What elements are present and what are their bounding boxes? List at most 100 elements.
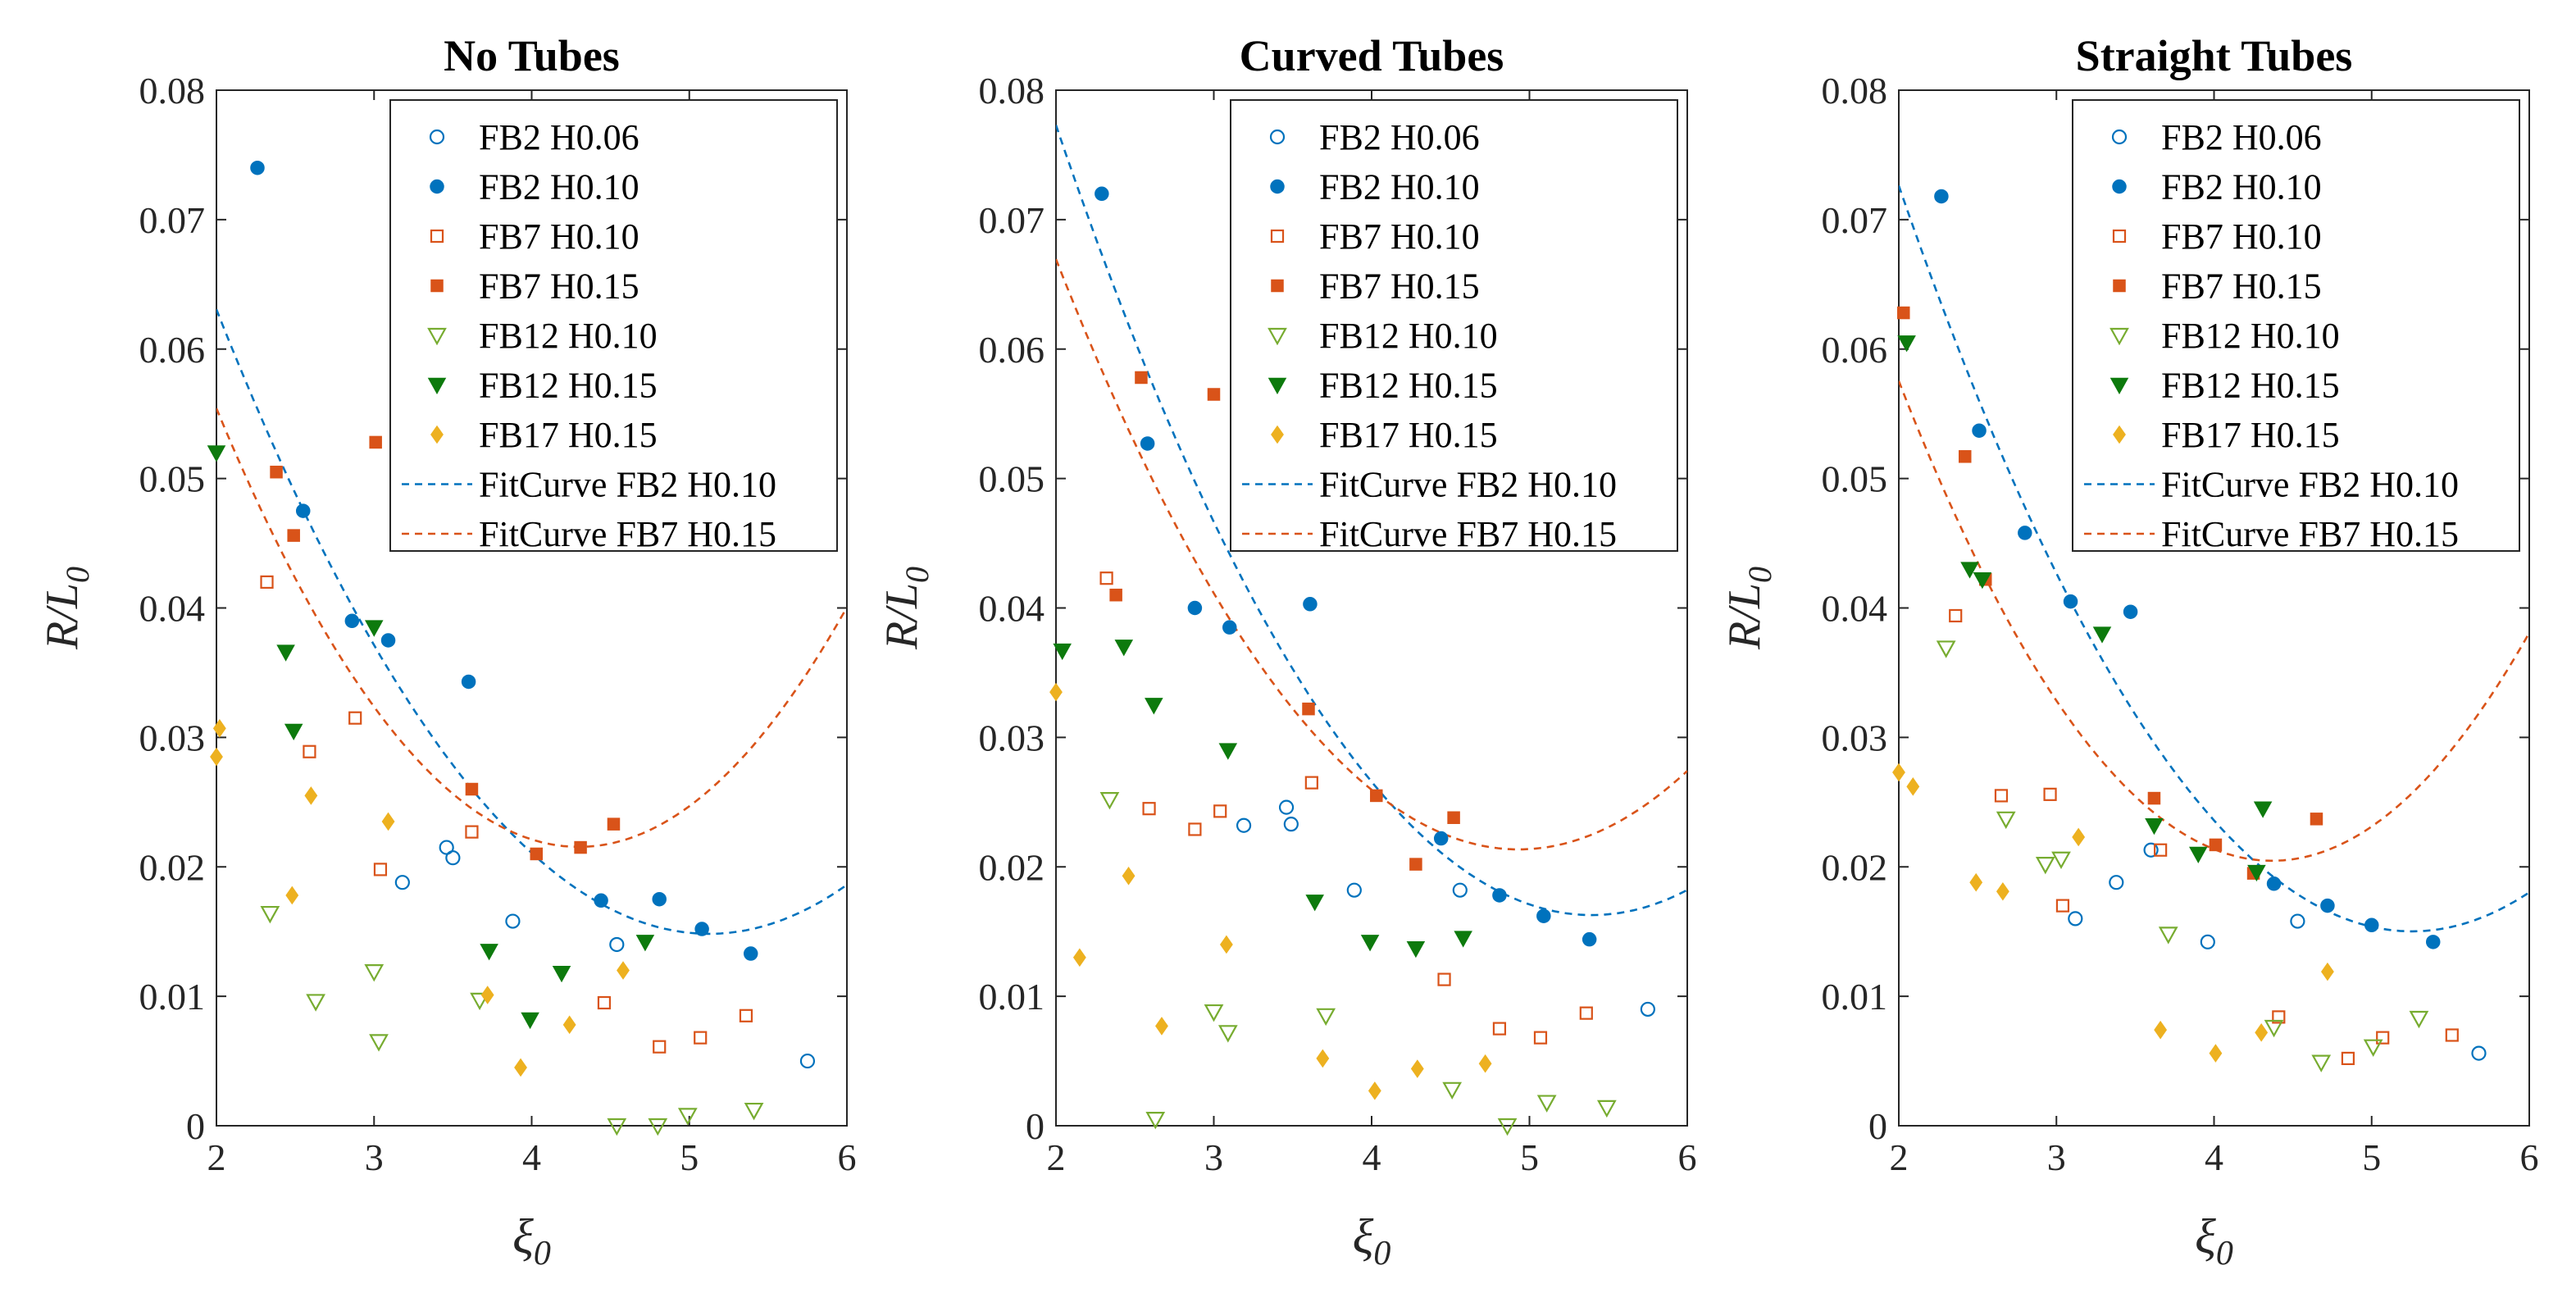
x-tick-label: 3 [1204, 1136, 1223, 1178]
y-tick-label: 0.08 [979, 70, 1045, 112]
legend-label: FitCurve FB2 H0.10 [479, 465, 776, 505]
data-point [364, 620, 384, 637]
legend-marker-fb2-h010 [2112, 179, 2127, 194]
data-point [480, 986, 494, 1004]
panel-curved-tubes: Curved Tubes 2 3 4 5 6 0 0.01 0.02 0.03 0.04 0.05 0.… [876, 31, 1697, 1273]
data-point [1302, 702, 1315, 716]
legend-label: FitCurve FB2 H0.10 [2161, 465, 2459, 505]
data-point [1140, 436, 1155, 451]
data-point [1305, 895, 1324, 912]
data-point [1492, 888, 1507, 903]
y-tick-label: 0.03 [139, 717, 206, 758]
y-tick-label: 0.04 [1822, 588, 1888, 630]
legend-marker-fb7-h015 [2113, 279, 2126, 293]
legend-marker-fb12-h015 [1268, 377, 1287, 395]
data-point [1155, 1017, 1168, 1036]
data-point [1454, 931, 1472, 948]
data-point [1934, 189, 1949, 204]
data-point [295, 503, 311, 518]
y-tick-label: 0.01 [139, 976, 206, 1018]
legend-label: FB12 H0.10 [1319, 316, 1498, 356]
x-tick-label: 5 [680, 1136, 699, 1178]
legend-marker-fb12-h015 [427, 377, 447, 395]
data-point [1972, 423, 1987, 438]
data-point [1582, 931, 1597, 947]
fit-curve-fitcurve-fb7-h015 [216, 407, 847, 849]
y-tick-label: 0.02 [139, 846, 206, 888]
legend-label: FB12 H0.15 [2161, 366, 2340, 406]
y-tick-label: 0 [1868, 1105, 1887, 1147]
data-point [1053, 643, 1072, 661]
legend-marker-fb12-h010 [2109, 327, 2129, 346]
data-point [1996, 811, 2016, 830]
series-fb2-h006 [2068, 842, 2487, 1061]
data-point [1188, 822, 1202, 836]
series-fb12-h010 [1936, 640, 2429, 1072]
y-tick-label: 0.03 [979, 717, 1045, 758]
data-point [552, 965, 571, 983]
data-point [381, 812, 395, 831]
data-point [1049, 682, 1063, 702]
data-point [1409, 858, 1422, 871]
legend-marker-fb12-h015 [2109, 377, 2129, 395]
data-point [461, 674, 476, 690]
x-axis-label: ξ0 [512, 1209, 551, 1273]
legend-marker-fb12-h010 [1268, 327, 1287, 346]
data-point [260, 905, 280, 924]
data-point [1122, 866, 1136, 886]
legend-box [389, 99, 838, 552]
data-point [2147, 791, 2161, 805]
data-point [1433, 831, 1449, 846]
legend-marker-fb7-h010 [430, 229, 444, 244]
data-point [505, 913, 521, 929]
legend-label: FitCurve FB7 H0.15 [479, 514, 776, 554]
data-point [210, 747, 223, 767]
data-point [1213, 804, 1227, 818]
data-point [1109, 588, 1122, 602]
legend-marker-fb7-h015 [430, 279, 444, 293]
y-tick-label: 0.06 [979, 329, 1045, 371]
series-fb12-h015 [1897, 335, 2273, 882]
data-point [694, 1031, 708, 1045]
legend-marker-fb2-h006 [429, 129, 445, 145]
y-tick-label: 0.05 [979, 458, 1045, 500]
data-point [594, 893, 608, 908]
y-axis-label: R/L0 [876, 567, 935, 650]
data-point [1368, 1081, 1381, 1100]
data-point [2247, 864, 2266, 882]
data-point [306, 994, 325, 1012]
y-tick-label: 0.02 [979, 846, 1045, 888]
data-point [1114, 640, 1134, 657]
data-point [2200, 934, 2215, 949]
data-point [530, 847, 544, 861]
series-fb7-h015 [1109, 371, 1460, 871]
data-point [394, 875, 410, 890]
data-point [2109, 875, 2124, 890]
data-point [1204, 1004, 1224, 1022]
legend-label: FB12 H0.15 [479, 366, 658, 406]
x-tick-label: 5 [1520, 1136, 1539, 1178]
data-point [2209, 838, 2223, 852]
data-point [2018, 526, 2032, 540]
legend: FB2 H0.06 FB2 H0.10 FB7 H0.10 FB7 H0.15 FB12… [389, 99, 838, 554]
panel-straight-tubes: Straight Tubes 2 3 4 5 6 0 0.01 0.02 0.03 0.04 0.05… [1719, 31, 2539, 1273]
data-point [2189, 846, 2208, 864]
data-point [373, 863, 388, 876]
series-fb2-h006 [1236, 799, 1655, 1018]
data-point [2143, 842, 2159, 858]
data-point [2425, 935, 2441, 949]
data-point [1579, 1006, 1593, 1020]
legend-box [1230, 99, 1678, 552]
data-point [1370, 789, 1383, 803]
data-point [2063, 594, 2078, 609]
series-fb17-h015 [210, 719, 630, 1077]
x-tick-label: 4 [1363, 1136, 1381, 1178]
data-point [1969, 872, 1983, 892]
data-point [2264, 1019, 2284, 1038]
x-tick-label: 4 [2205, 1136, 2223, 1178]
data-point [2055, 899, 2070, 913]
y-tick-label: 0.08 [139, 70, 206, 112]
data-point [1936, 640, 1956, 658]
y-tick-label: 0.05 [139, 458, 206, 500]
data-point [1072, 948, 1086, 967]
